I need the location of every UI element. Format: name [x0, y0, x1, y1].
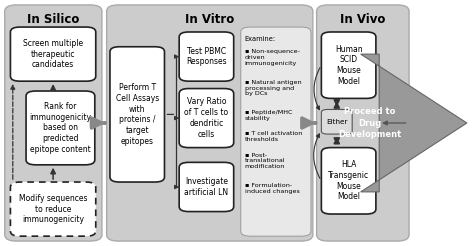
- Text: Human
SCID
Mouse
Model: Human SCID Mouse Model: [335, 45, 363, 86]
- FancyBboxPatch shape: [10, 182, 96, 236]
- Text: ▪ Non-sequence-
driven
immunogenicity: ▪ Non-sequence- driven immunogenicity: [245, 49, 300, 66]
- Text: Either: Either: [326, 119, 347, 125]
- Polygon shape: [361, 54, 467, 192]
- FancyBboxPatch shape: [321, 109, 352, 134]
- Text: Modify sequences
to reduce
immunogenicity: Modify sequences to reduce immunogenicit…: [19, 194, 87, 224]
- Text: Test PBMC
Responses: Test PBMC Responses: [186, 47, 227, 66]
- FancyBboxPatch shape: [317, 5, 409, 241]
- FancyBboxPatch shape: [10, 27, 96, 81]
- Text: Vary Ratio
of T cells to
dendritic
cells: Vary Ratio of T cells to dendritic cells: [184, 97, 228, 139]
- Text: Rank for
immunogenicity
based on
predicted
epitope content: Rank for immunogenicity based on predict…: [29, 102, 91, 154]
- FancyBboxPatch shape: [110, 47, 164, 182]
- Text: ▪ Peptide/MHC
stability: ▪ Peptide/MHC stability: [245, 110, 292, 121]
- Text: Proceed to
Drug
Development: Proceed to Drug Development: [338, 107, 401, 139]
- Text: HLA
Transgenic
Mouse
Model: HLA Transgenic Mouse Model: [328, 160, 369, 201]
- FancyBboxPatch shape: [26, 91, 95, 165]
- FancyBboxPatch shape: [179, 32, 234, 81]
- FancyBboxPatch shape: [5, 5, 102, 241]
- Text: Examine:: Examine:: [245, 36, 276, 42]
- FancyBboxPatch shape: [241, 27, 311, 236]
- Text: In Silico: In Silico: [27, 13, 80, 26]
- Text: Investigate
artificial LN: Investigate artificial LN: [184, 177, 228, 197]
- Text: ▪ Formulation-
induced changes: ▪ Formulation- induced changes: [245, 183, 300, 194]
- Text: In Vitro: In Vitro: [185, 13, 234, 26]
- FancyBboxPatch shape: [321, 32, 376, 98]
- Text: ▪ Natural antigen
processing and
by DCs: ▪ Natural antigen processing and by DCs: [245, 80, 301, 96]
- Text: ▪ Post-
translational
modification: ▪ Post- translational modification: [245, 153, 285, 169]
- Text: ▪ T cell activation
thresholds: ▪ T cell activation thresholds: [245, 131, 302, 142]
- FancyBboxPatch shape: [107, 5, 313, 241]
- FancyBboxPatch shape: [179, 162, 234, 212]
- FancyBboxPatch shape: [321, 148, 376, 214]
- Text: Screen multiple
therapeutic
candidates: Screen multiple therapeutic candidates: [23, 39, 83, 69]
- FancyBboxPatch shape: [179, 89, 234, 148]
- Text: In Vivo: In Vivo: [340, 13, 385, 26]
- Text: Perform T
Cell Assays
with
proteins /
target
epitopes: Perform T Cell Assays with proteins / ta…: [116, 83, 159, 146]
